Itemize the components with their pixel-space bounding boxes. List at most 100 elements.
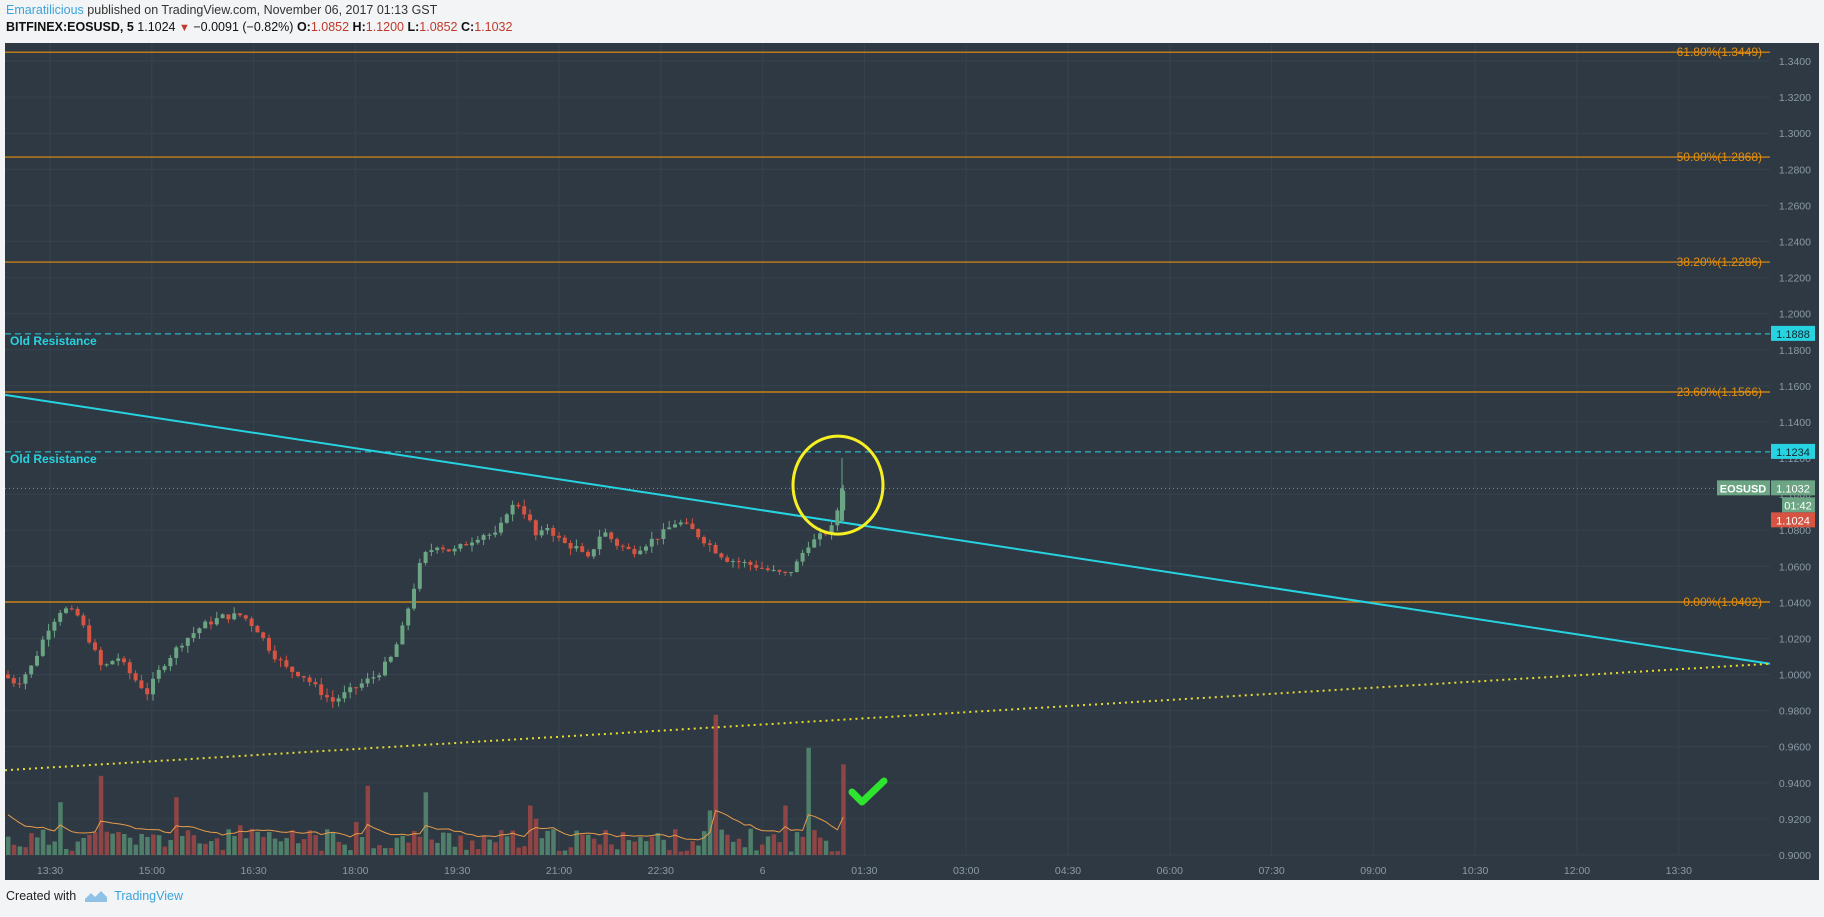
candle-body xyxy=(673,524,677,528)
candle-body xyxy=(626,546,631,549)
candle-body xyxy=(417,562,422,589)
volume-bar xyxy=(58,802,63,855)
volume-bar xyxy=(377,845,382,855)
candle-body xyxy=(742,562,747,564)
candle-body xyxy=(638,550,643,555)
candle-body xyxy=(406,608,411,626)
candle-body xyxy=(255,626,260,633)
volume-bar xyxy=(197,843,202,855)
symbol-price-tag xyxy=(1717,480,1770,496)
volume-bar xyxy=(597,844,603,855)
price-axis[interactable]: 1.3400 1.3200 1.3000 1.2800 1.2600 1.2400 1.22… xyxy=(1717,56,1815,862)
resistance-price-tag-label: 1.1234 xyxy=(1776,447,1810,459)
symbol-price-tag-label: EOSUSD xyxy=(1720,483,1767,495)
volume-bar xyxy=(452,846,458,855)
candle-body xyxy=(522,506,527,515)
volume-bar xyxy=(220,849,226,855)
volume-bar xyxy=(510,830,516,855)
volume-bar xyxy=(354,822,359,855)
price-tick-label: 0.9400 xyxy=(1779,778,1811,790)
candle-body xyxy=(597,536,602,550)
volume-bar xyxy=(52,841,57,855)
price-tick-label: 1.2600 xyxy=(1779,200,1811,212)
volume-bar xyxy=(655,833,661,855)
candle-body xyxy=(661,529,666,539)
price-tick-label: 0.9200 xyxy=(1779,814,1811,826)
volume-bar xyxy=(777,842,782,855)
volume-bar xyxy=(209,841,214,855)
candle-body xyxy=(835,510,840,526)
volume-bars xyxy=(6,714,846,855)
volume-bar xyxy=(359,837,365,855)
candle-body xyxy=(371,677,376,679)
candle-body xyxy=(191,633,196,638)
candle-body xyxy=(441,547,445,550)
close-value: 1.1032 xyxy=(474,20,513,34)
published-text: published on TradingView.com, November 0… xyxy=(87,3,438,17)
volume-bar xyxy=(104,831,110,855)
created-with-text: Created with xyxy=(6,889,77,903)
volume-bar xyxy=(603,830,608,855)
candle-body xyxy=(127,662,132,674)
price-tick-label: 1.1400 xyxy=(1779,417,1811,429)
candle-body xyxy=(75,608,80,616)
volume-bar xyxy=(11,844,17,855)
candle-body xyxy=(58,612,63,622)
candle-body xyxy=(394,644,399,657)
candle-body xyxy=(81,615,86,626)
fib-level-label: 61.80%(1.3449) xyxy=(1677,45,1762,59)
volume-bar xyxy=(609,844,614,855)
volume-bar xyxy=(800,836,806,855)
candle-body xyxy=(319,684,324,696)
prev-close-tag-label: 1.1024 xyxy=(1776,515,1810,527)
candle-body xyxy=(655,538,660,540)
volume-bar xyxy=(17,846,23,855)
volume-bar xyxy=(487,839,492,855)
candle-body xyxy=(533,520,538,536)
candle-body xyxy=(330,697,335,702)
candle-body xyxy=(702,537,706,544)
candle-body xyxy=(64,608,68,613)
volume-bar xyxy=(481,836,487,855)
candle-body xyxy=(174,647,179,658)
candle-body xyxy=(98,649,103,666)
time-tick-label: 12:00 xyxy=(1564,865,1590,877)
price-tick-label: 1.2400 xyxy=(1779,236,1811,248)
time-tick-label: 13:30 xyxy=(37,865,63,877)
tradingview-link[interactable]: TradingView xyxy=(114,889,183,903)
volume-bar xyxy=(255,831,260,855)
candle-body xyxy=(284,660,289,667)
volume-bar xyxy=(516,847,521,855)
close-label: C: xyxy=(461,20,475,34)
volume-bar xyxy=(226,829,231,855)
volume-bar xyxy=(591,838,597,855)
volume-bar xyxy=(388,847,394,855)
price-tick-label: 1.0800 xyxy=(1779,525,1811,537)
volume-bar xyxy=(330,832,336,855)
price-chart[interactable]: 61.80%(1.3449) 50.00%(1.2868) 38.20%(1.228… xyxy=(0,40,1824,880)
candle-body xyxy=(17,683,22,685)
volume-bar xyxy=(29,833,34,855)
time-axis[interactable]: 13:30 15:00 16:30 18:00 19:30 21:00 22:30 6 01:3… xyxy=(37,865,1692,877)
candle-body xyxy=(93,642,97,650)
candle-body xyxy=(603,532,608,537)
volume-bar xyxy=(185,830,191,855)
last-price: 1.1024 xyxy=(137,20,176,34)
volume-moving-average xyxy=(7,809,844,841)
time-tick-label: 07:30 xyxy=(1258,865,1284,877)
candle-body xyxy=(684,522,689,524)
volume-bar xyxy=(522,846,527,855)
price-tick-label: 1.2000 xyxy=(1779,309,1811,321)
author-link[interactable]: Emaratilicious xyxy=(6,3,84,17)
price-change: −0.0091 (−0.82%) xyxy=(193,20,294,34)
volume-bar xyxy=(835,851,840,855)
volume-bar xyxy=(574,830,579,855)
volume-bar xyxy=(214,838,220,855)
last-price-tag xyxy=(1771,480,1815,496)
candle-body xyxy=(545,527,550,531)
candle-body xyxy=(232,613,237,620)
candle-body xyxy=(574,546,579,549)
candle-body xyxy=(818,533,822,540)
volume-bar xyxy=(533,818,539,855)
volume-bar xyxy=(806,747,811,855)
